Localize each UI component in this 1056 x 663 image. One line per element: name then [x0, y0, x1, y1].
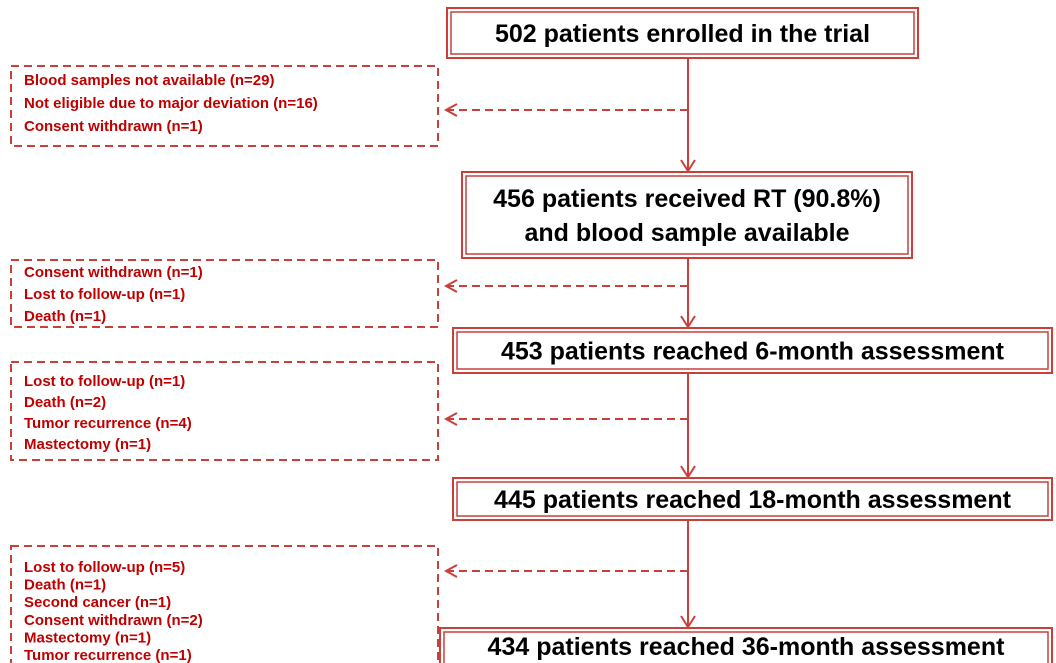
arrow-head: [443, 564, 458, 578]
node-box-outer: [452, 327, 1053, 374]
node-box-inner: [450, 11, 915, 55]
node-box-outer: [452, 477, 1053, 521]
node-box-outer: [439, 627, 1053, 663]
exclusion-item: Tumor recurrence (n=1): [24, 647, 192, 663]
exclusion-item: Death (n=1): [24, 308, 106, 325]
node-label: 502 patients enrolled in the trial: [495, 20, 870, 48]
node-label: 456 patients received RT (90.8%): [493, 185, 881, 213]
node-box-inner: [465, 175, 909, 255]
node-box-outer: [461, 171, 913, 259]
arrow-head: [443, 103, 458, 117]
node-box-inner: [456, 331, 1049, 370]
exclusion-box: [10, 259, 439, 328]
exclusion-item: Consent withdrawn (n=1): [24, 264, 203, 281]
exclusion-item: Death (n=2): [24, 394, 106, 411]
exclusion-item: Lost to follow-up (n=5): [24, 559, 185, 576]
node-label: 434 patients reached 36-month assessment: [488, 633, 1006, 661]
exclusion-item: Consent withdrawn (n=1): [24, 118, 203, 135]
exclusion-box: [10, 65, 439, 147]
exclusion-item: Lost to follow-up (n=1): [24, 286, 185, 303]
exclusion-item: Mastectomy (n=1): [24, 436, 151, 453]
exclusion-item: Blood samples not available (n=29): [24, 72, 275, 89]
node-box-outer: [446, 7, 919, 59]
node-label: and blood sample available: [524, 219, 849, 247]
exclusion-box: [10, 361, 439, 461]
exclusion-item: Second cancer (n=1): [24, 594, 171, 611]
exclusion-item: Death (n=1): [24, 577, 106, 594]
exclusion-box: [10, 545, 439, 663]
exclusion-item: Mastectomy (n=1): [24, 629, 151, 646]
node-label: 445 patients reached 18-month assessment: [494, 486, 1012, 514]
exclusion-item: Tumor recurrence (n=4): [24, 415, 192, 432]
exclusion-item: Not eligible due to major deviation (n=1…: [24, 95, 318, 112]
arrow-head: [443, 279, 458, 293]
arrow-head: [443, 412, 458, 426]
node-box-inner: [456, 481, 1049, 517]
exclusion-item: Lost to follow-up (n=1): [24, 373, 185, 390]
node-box-inner: [443, 631, 1049, 663]
node-label: 453 patients reached 6-month assessment: [501, 338, 1005, 366]
exclusion-item: Consent withdrawn (n=2): [24, 612, 203, 629]
